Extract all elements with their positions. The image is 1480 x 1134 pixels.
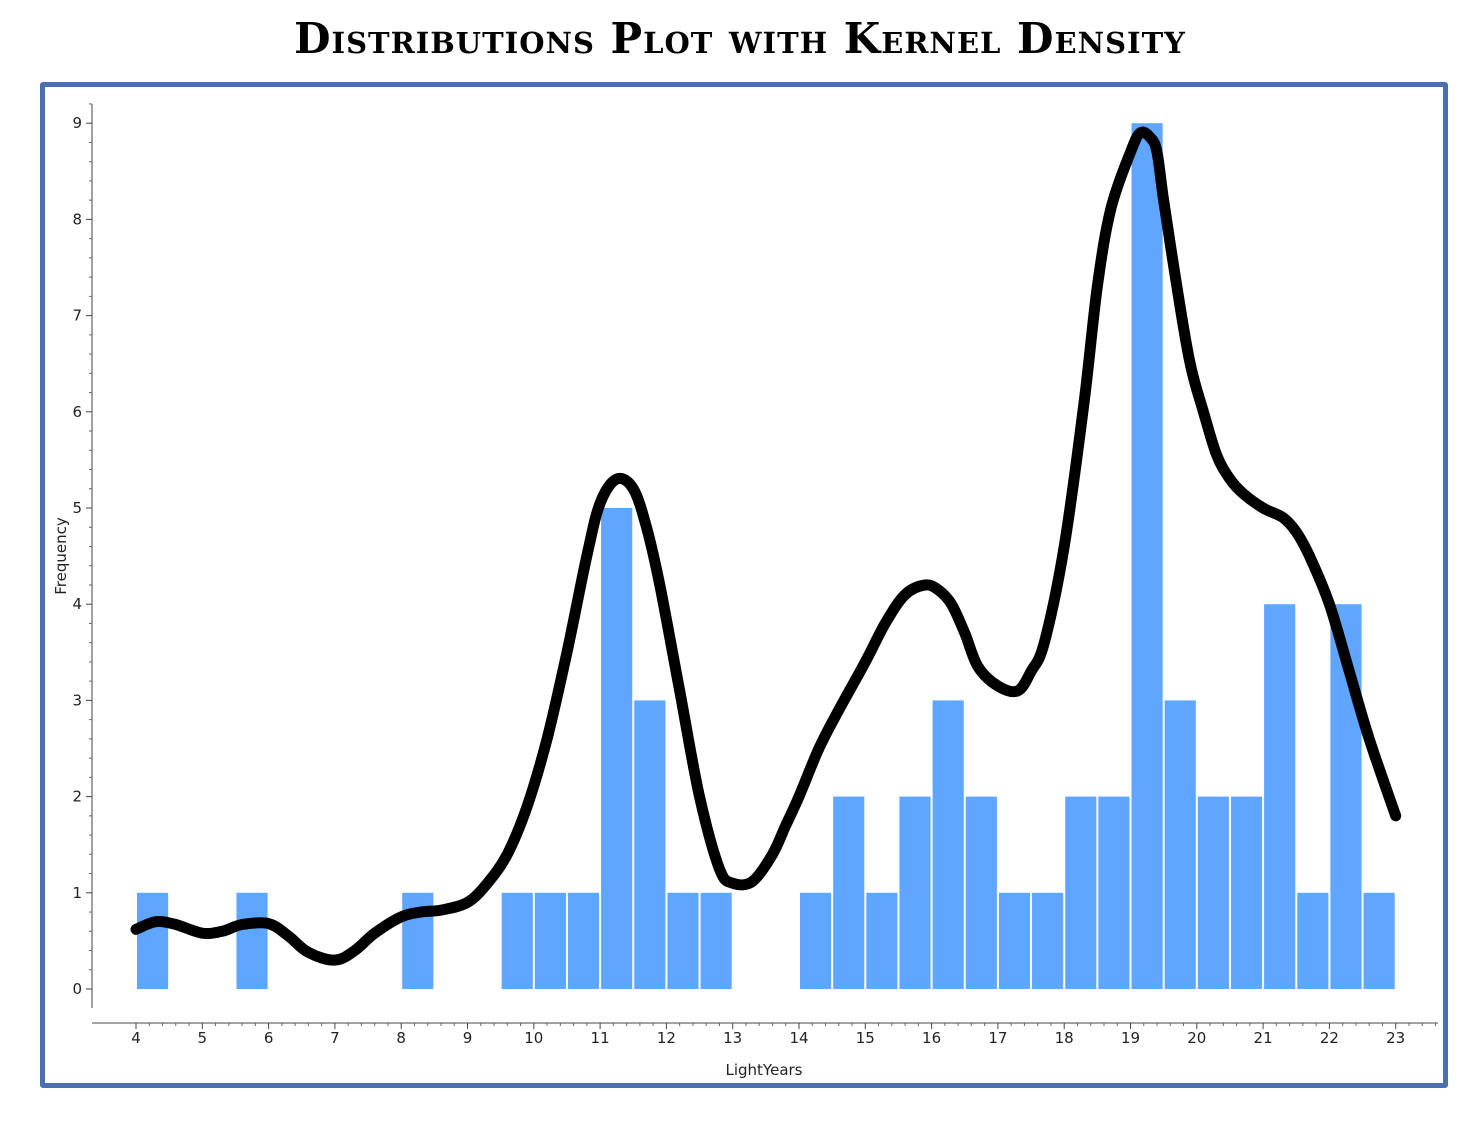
histogram-bar xyxy=(1164,700,1196,989)
y-tick-label: 1 xyxy=(72,884,82,902)
x-tick-label: 19 xyxy=(1121,1029,1140,1047)
histogram-bar xyxy=(1297,892,1329,989)
x-tick-label: 10 xyxy=(524,1029,543,1047)
histogram-bar xyxy=(534,892,566,989)
histogram-bar xyxy=(634,700,666,989)
x-tick-label: 4 xyxy=(131,1029,141,1047)
y-tick-label: 9 xyxy=(72,114,82,132)
y-tick-label: 4 xyxy=(72,595,82,613)
histogram-bar xyxy=(567,892,600,989)
x-tick-label: 13 xyxy=(723,1029,742,1047)
chart-title: Distributions Plot with Kernel Density xyxy=(294,14,1186,63)
histogram-bar xyxy=(833,796,865,989)
x-axis-title: LightYears xyxy=(725,1061,802,1079)
y-tick-label: 0 xyxy=(72,980,82,998)
y-tick-label: 8 xyxy=(72,210,82,228)
x-tick-label: 15 xyxy=(856,1029,875,1047)
x-tick-label: 9 xyxy=(463,1029,473,1047)
histogram-bar xyxy=(998,892,1031,989)
histogram-bar xyxy=(899,796,931,989)
density-line xyxy=(130,126,1402,966)
x-tick-label: 5 xyxy=(198,1029,208,1047)
histogram-bar xyxy=(866,892,898,989)
histogram-bar xyxy=(1131,123,1163,989)
x-tick-label: 11 xyxy=(591,1029,610,1047)
x-tick-label: 18 xyxy=(1055,1029,1074,1047)
y-tick-label: 5 xyxy=(72,499,82,517)
x-tick-label: 17 xyxy=(988,1029,1007,1047)
x-tick-label: 7 xyxy=(330,1029,340,1047)
histogram-bar xyxy=(601,508,633,989)
x-tick-label: 23 xyxy=(1386,1029,1405,1047)
histogram-bar xyxy=(932,700,964,989)
histogram-bars xyxy=(137,123,1395,989)
y-tick-label: 7 xyxy=(72,307,82,325)
histogram-bar xyxy=(1032,892,1064,989)
x-tick-label: 22 xyxy=(1320,1029,1339,1047)
histogram-bar xyxy=(1264,604,1296,989)
x-tick-label: 14 xyxy=(789,1029,808,1047)
y-axis-title: Frequency xyxy=(52,517,70,595)
histogram-bar xyxy=(1230,796,1263,989)
y-tick-label: 6 xyxy=(72,403,82,421)
histogram-bar xyxy=(700,892,732,989)
x-tick-label: 16 xyxy=(922,1029,941,1047)
histogram-bar xyxy=(667,892,699,989)
x-tick-label: 6 xyxy=(264,1029,274,1047)
histogram-bar xyxy=(965,796,997,989)
x-tick-label: 8 xyxy=(396,1029,406,1047)
histogram-bar xyxy=(501,892,533,989)
y-tick-label: 2 xyxy=(72,788,82,806)
kernel-density-curve xyxy=(130,126,1402,966)
histogram-bar xyxy=(1065,796,1097,989)
x-tick-label: 21 xyxy=(1254,1029,1273,1047)
histogram-bar xyxy=(800,892,832,989)
histogram-bar xyxy=(137,892,169,989)
histogram-bar xyxy=(1098,796,1130,989)
histogram-bar xyxy=(1197,796,1229,989)
histogram-bar xyxy=(236,892,268,989)
x-tick-label: 20 xyxy=(1187,1029,1206,1047)
y-tick-label: 3 xyxy=(72,691,82,709)
x-tick-label: 12 xyxy=(657,1029,676,1047)
histogram-bar xyxy=(1363,892,1395,989)
